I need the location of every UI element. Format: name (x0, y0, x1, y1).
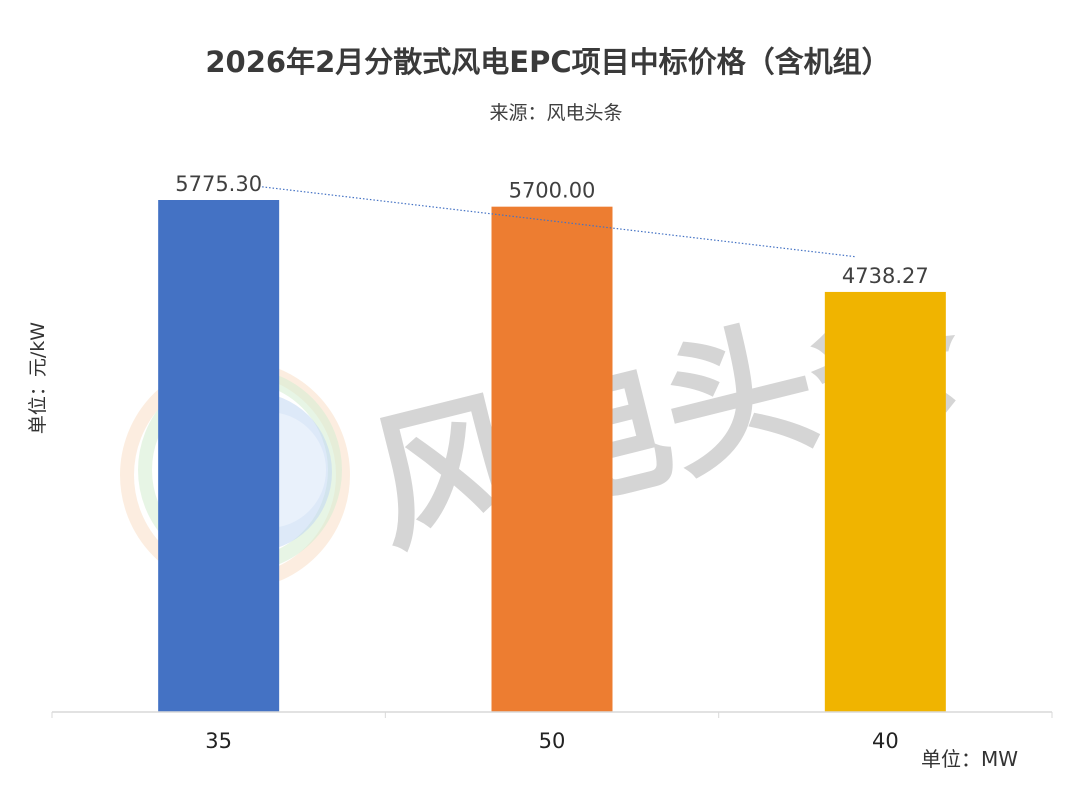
data-label: 5700.00 (509, 179, 596, 203)
x-tick-label: 35 (205, 729, 232, 753)
bars-layer (158, 200, 946, 712)
trendline (258, 185, 856, 258)
bar-40 (824, 291, 946, 712)
chart-subtitle: 来源：风电头条 (489, 102, 622, 124)
chart-title: 2026年2月分散式风电EPC项目中标价格（含机组） (205, 45, 890, 79)
bar-35 (158, 200, 280, 712)
x-tick-label: 50 (539, 729, 566, 753)
x-ticks-layer: 35 50 40 (51, 712, 1053, 753)
data-label: 4738.27 (842, 264, 929, 288)
trendline-layer (258, 185, 856, 258)
data-label: 5775.30 (175, 172, 262, 196)
x-axis-label: 单位：MW (921, 747, 1018, 771)
x-tick-label: 40 (872, 729, 899, 753)
bar-50 (491, 206, 613, 712)
data-labels-layer: 5775.30 5700.00 4738.27 (175, 172, 929, 288)
y-axis-label: 单位：元/kW (27, 322, 49, 434)
